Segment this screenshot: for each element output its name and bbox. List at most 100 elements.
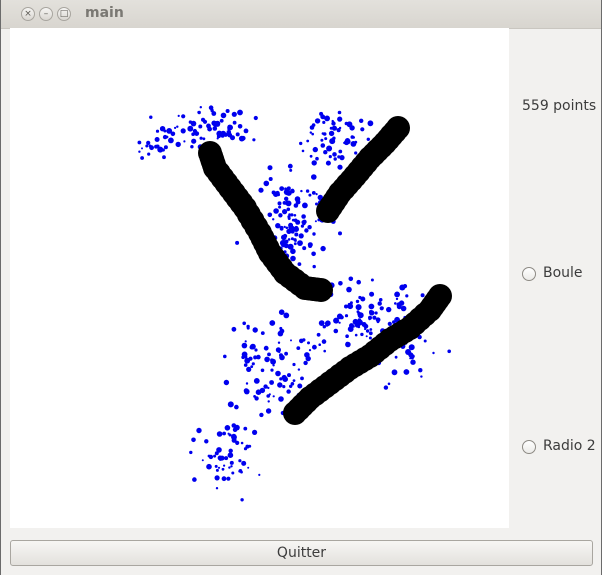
scatter-point	[365, 335, 368, 338]
scatter-point	[175, 141, 181, 148]
scatter-point	[140, 156, 145, 160]
scatter-point	[300, 376, 304, 381]
scatter-point	[301, 149, 305, 153]
scatter-point	[318, 343, 322, 347]
scatter-point	[280, 242, 287, 248]
scatter-point	[254, 348, 258, 352]
scatter-point	[292, 379, 296, 382]
scatter-point	[368, 336, 372, 340]
scatter-point	[290, 248, 296, 255]
scatter-point	[163, 129, 167, 133]
scatter-point	[372, 315, 377, 320]
scatter-point	[201, 459, 204, 462]
scatter-point	[240, 498, 244, 502]
scatter-point	[252, 327, 258, 333]
scatter-point	[291, 218, 295, 222]
radio-2[interactable]	[522, 440, 536, 454]
scatter-point	[293, 218, 298, 223]
scatter-point	[247, 368, 251, 371]
scatter-point	[355, 299, 360, 304]
drawing-canvas[interactable]	[10, 28, 509, 528]
scatter-point	[321, 339, 327, 344]
scatter-point	[263, 180, 270, 187]
scatter-point	[277, 341, 281, 344]
scatter-point	[190, 145, 194, 149]
scatter-point	[279, 328, 285, 334]
scatter-point	[301, 214, 306, 219]
scatter-point	[305, 189, 310, 193]
scatter-point	[326, 145, 333, 152]
scatter-point	[410, 359, 416, 365]
radio-boule[interactable]	[522, 267, 536, 281]
scatter-point	[270, 358, 276, 365]
scatter-point	[215, 487, 219, 490]
scatter-point	[206, 463, 212, 470]
scatter-point	[267, 165, 273, 171]
scatter-point	[206, 123, 211, 129]
scatter-point	[339, 155, 345, 161]
scatter-point	[223, 379, 230, 386]
scatter-point	[228, 448, 233, 453]
scatter-point	[354, 321, 361, 328]
scatter-point	[324, 137, 328, 141]
scatter-point	[220, 112, 227, 119]
scatter-point	[290, 229, 295, 234]
scatter-point	[337, 110, 342, 115]
scatter-point	[420, 293, 425, 298]
scatter-point	[191, 132, 195, 136]
scatter-point	[154, 137, 160, 142]
radio-boule-label[interactable]: Boule	[543, 265, 583, 281]
scatter-point	[228, 466, 231, 469]
scatter-point	[290, 213, 294, 217]
scatter-point	[275, 370, 281, 377]
scatter-point	[181, 114, 186, 119]
scatter-point	[338, 149, 343, 154]
scatter-point	[267, 212, 273, 218]
scatter-point	[355, 304, 362, 311]
scatter-point	[364, 327, 367, 331]
scatter-point	[227, 432, 230, 435]
scatter-point	[260, 368, 265, 373]
scatter-point	[278, 213, 283, 218]
scatter-point	[344, 304, 348, 309]
scatter-point	[238, 459, 242, 463]
scatter-point	[344, 314, 349, 318]
scatter-point	[176, 125, 179, 128]
scatter-point	[423, 339, 427, 343]
scatter-point	[290, 255, 296, 262]
scatter-point	[405, 294, 409, 298]
scatter-point	[224, 425, 231, 431]
scatter-point	[284, 196, 289, 201]
scatter-point	[297, 262, 302, 266]
quit-button[interactable]: Quitter	[10, 540, 593, 566]
scatter-point	[243, 363, 248, 367]
radio-2-label[interactable]: Radio 2	[543, 438, 596, 454]
scatter-point	[396, 304, 402, 310]
scatter-point	[357, 318, 362, 322]
close-button[interactable]: ×	[21, 7, 35, 21]
scatter-point	[264, 356, 270, 363]
scatter-point	[320, 245, 326, 252]
scatter-point	[245, 444, 250, 449]
scatter-point	[360, 332, 364, 337]
maximize-button[interactable]: □	[57, 7, 71, 21]
scatter-point	[354, 333, 358, 337]
scatter-point	[378, 298, 383, 302]
scatter-point	[149, 115, 153, 119]
scatter-point	[155, 144, 160, 149]
window-title: main	[85, 5, 124, 21]
scatter-point	[286, 186, 291, 191]
scatter-point	[336, 313, 343, 320]
scatter-point	[253, 378, 260, 384]
minimize-button[interactable]: –	[39, 7, 53, 21]
scatter-point	[320, 138, 324, 142]
scatter-point	[360, 127, 365, 132]
scatter-point	[210, 108, 214, 113]
scatter-point	[293, 214, 297, 217]
scatter-point	[409, 357, 412, 360]
scatter-point	[227, 401, 234, 408]
scatter-point	[338, 231, 342, 236]
scatter-point	[302, 202, 308, 209]
scatter-point	[418, 368, 423, 373]
